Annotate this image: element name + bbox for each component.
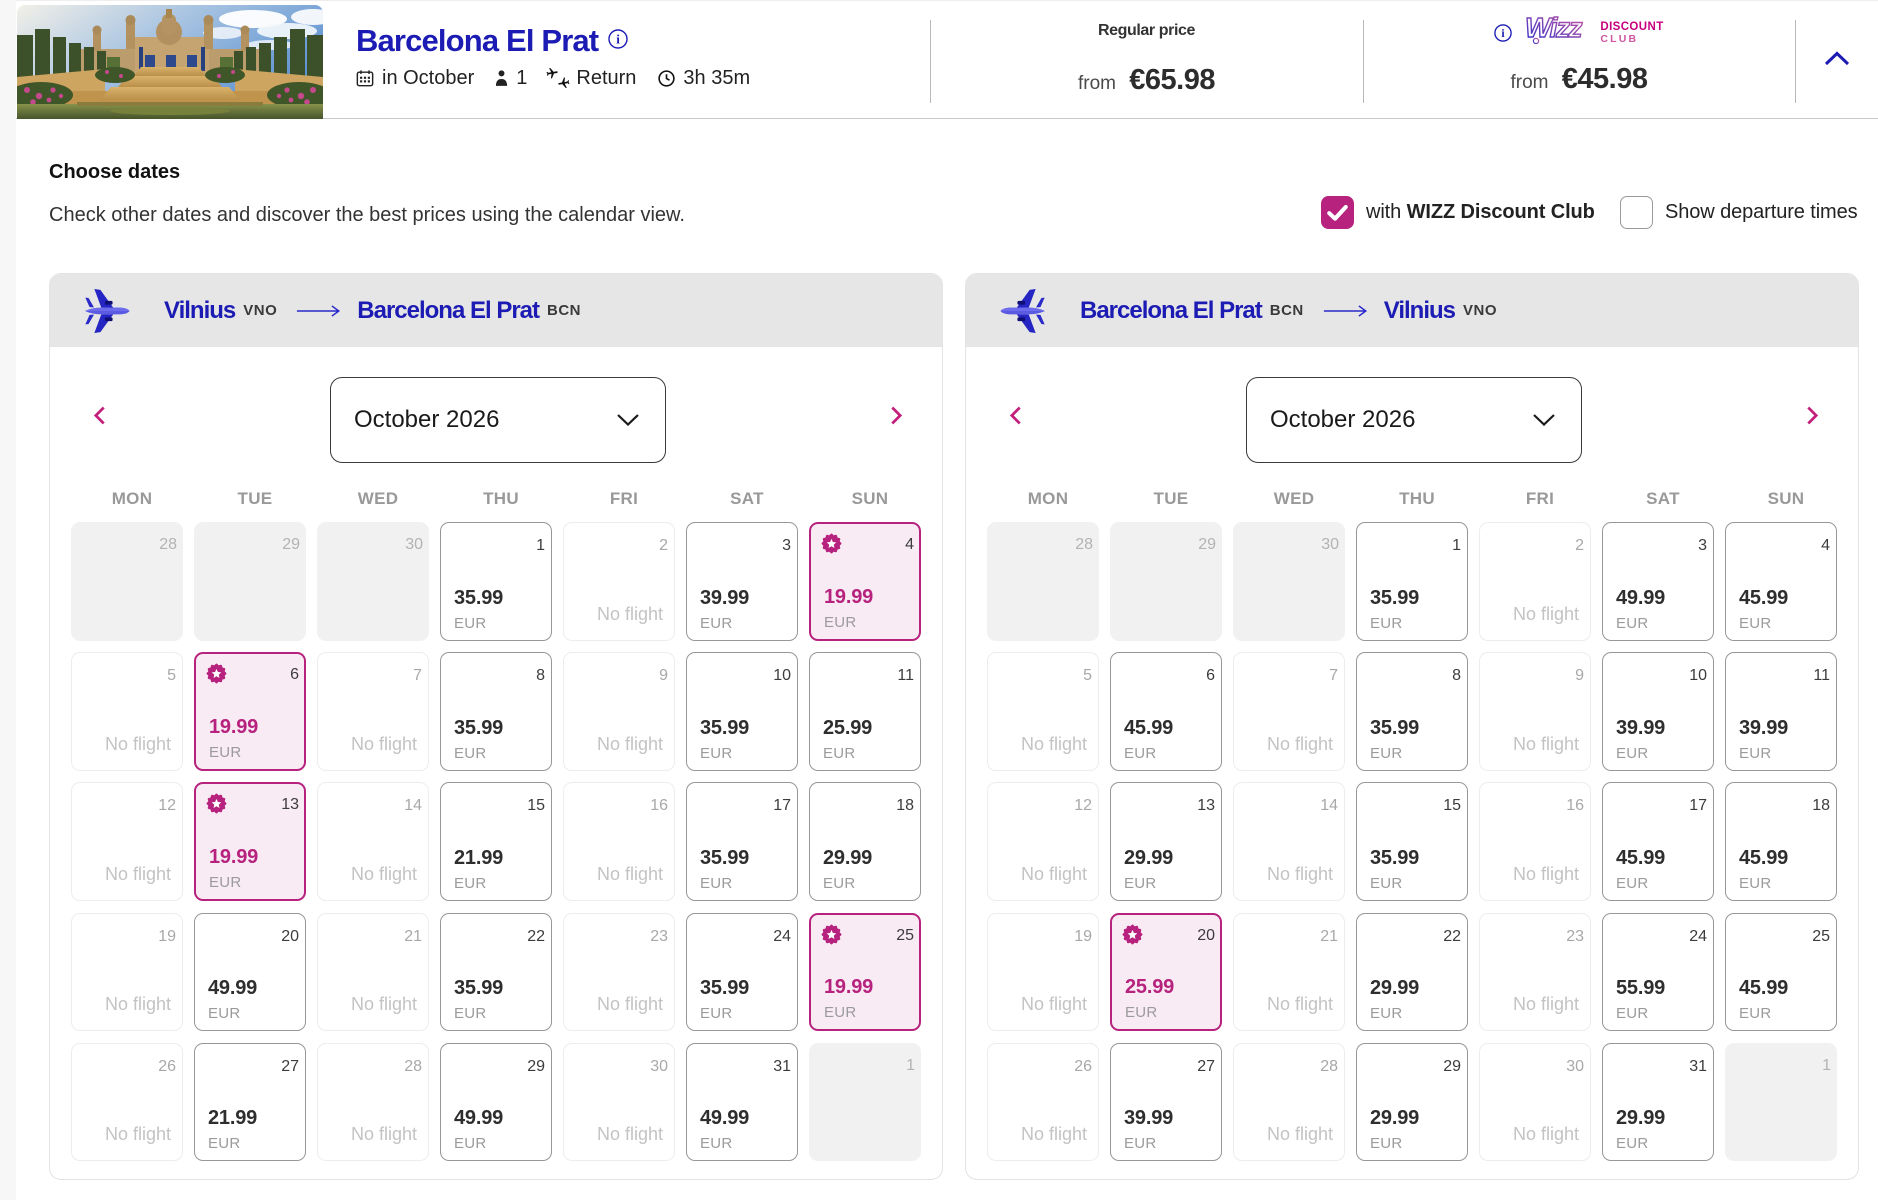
- svg-text:Wizz: Wizz: [1525, 14, 1582, 43]
- svg-text:i: i: [616, 32, 620, 47]
- svg-text:i: i: [1502, 27, 1506, 40]
